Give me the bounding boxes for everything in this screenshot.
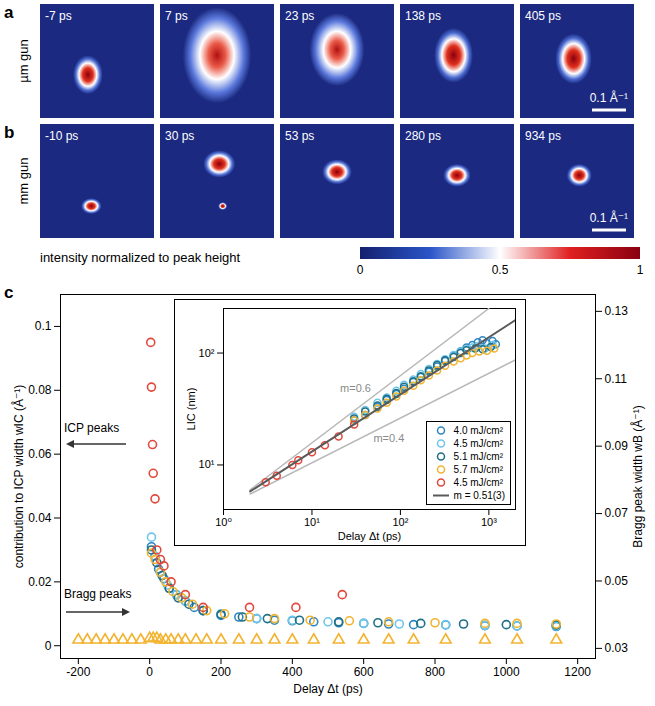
svg-text:intensity normalized to peak h: intensity normalized to peak height xyxy=(40,250,241,265)
html-text:5.7 mJ/cm²: 5.7 mJ/cm² xyxy=(453,464,503,475)
svg-text:1200: 1200 xyxy=(564,665,591,679)
svg-text:0.06: 0.06 xyxy=(28,447,52,461)
svg-text:0.03: 0.03 xyxy=(605,641,629,655)
svg-text:0.04: 0.04 xyxy=(28,511,52,525)
svg-text:Delay Δt (ps): Delay Δt (ps) xyxy=(293,682,362,696)
svg-text:600: 600 xyxy=(354,665,374,679)
svg-text:Delay Δt (ps): Delay Δt (ps) xyxy=(338,530,402,542)
svg-text:1000: 1000 xyxy=(493,665,520,679)
svg-text:200: 200 xyxy=(211,665,231,679)
svg-text:0.13: 0.13 xyxy=(605,304,629,318)
svg-text:0.08: 0.08 xyxy=(28,383,52,397)
svg-text:0.1 Å⁻¹: 0.1 Å⁻¹ xyxy=(590,210,628,225)
html-text:4.0 mJ/cm²: 4.0 mJ/cm² xyxy=(453,425,503,436)
svg-text:23 ps: 23 ps xyxy=(285,9,314,23)
svg-text:10¹: 10¹ xyxy=(199,458,215,470)
html-text:5.1 mJ/cm²: 5.1 mJ/cm² xyxy=(453,451,503,462)
svg-text:Bragg peak width wB (Å⁻¹): Bragg peak width wB (Å⁻¹) xyxy=(630,405,645,547)
svg-text:LIC (nm): LIC (nm) xyxy=(185,388,197,431)
svg-text:10³: 10³ xyxy=(481,516,497,528)
svg-text:0: 0 xyxy=(45,639,52,653)
svg-text:7 ps: 7 ps xyxy=(165,9,188,23)
svg-text:280 ps: 280 ps xyxy=(405,129,441,143)
svg-text:-10 ps: -10 ps xyxy=(45,129,78,143)
html-text:m = 0.51(3): m = 0.51(3) xyxy=(453,490,505,501)
svg-text:934 ps: 934 ps xyxy=(525,129,561,143)
svg-text:-7 ps: -7 ps xyxy=(45,9,72,23)
svg-text:b: b xyxy=(4,123,14,142)
svg-text:400: 400 xyxy=(282,665,302,679)
svg-text:405 ps: 405 ps xyxy=(525,9,561,23)
svg-text:30 ps: 30 ps xyxy=(165,129,194,143)
svg-text:10¹: 10¹ xyxy=(304,516,320,528)
svg-text:Bragg peaks: Bragg peaks xyxy=(64,587,131,601)
svg-text:-200: -200 xyxy=(66,665,90,679)
svg-text:m=0.6: m=0.6 xyxy=(340,382,371,394)
svg-text:0: 0 xyxy=(146,665,153,679)
svg-text:0: 0 xyxy=(357,263,364,277)
svg-text:0.07: 0.07 xyxy=(605,506,629,520)
svg-text:1: 1 xyxy=(637,263,644,277)
svg-text:0.02: 0.02 xyxy=(28,575,52,589)
html-text:4.5 mJ/cm²: 4.5 mJ/cm² xyxy=(453,477,503,488)
svg-text:µm gun: µm gun xyxy=(16,39,31,83)
svg-text:0.11: 0.11 xyxy=(605,372,628,386)
svg-text:mm gun: mm gun xyxy=(16,158,31,205)
svg-text:10²: 10² xyxy=(392,516,408,528)
svg-text:0.05: 0.05 xyxy=(605,574,629,588)
svg-text:ICP peaks: ICP peaks xyxy=(64,421,119,435)
svg-text:c: c xyxy=(4,283,13,302)
svg-text:m=0.4: m=0.4 xyxy=(373,432,404,444)
svg-text:0.5: 0.5 xyxy=(492,263,509,277)
svg-text:0.09: 0.09 xyxy=(605,439,629,453)
svg-text:contribution to ICP width wIC: contribution to ICP width wIC (Å⁻¹) xyxy=(11,385,26,569)
svg-text:a: a xyxy=(4,3,14,22)
svg-text:800: 800 xyxy=(425,665,445,679)
svg-text:53 ps: 53 ps xyxy=(285,129,314,143)
svg-text:0.1 Å⁻¹: 0.1 Å⁻¹ xyxy=(590,90,628,105)
svg-text:10²: 10² xyxy=(199,347,215,359)
html-text:4.5 mJ/cm²: 4.5 mJ/cm² xyxy=(453,438,503,449)
svg-text:0.1: 0.1 xyxy=(35,319,52,333)
svg-text:10⁰: 10⁰ xyxy=(215,516,232,528)
svg-text:138 ps: 138 ps xyxy=(405,9,441,23)
